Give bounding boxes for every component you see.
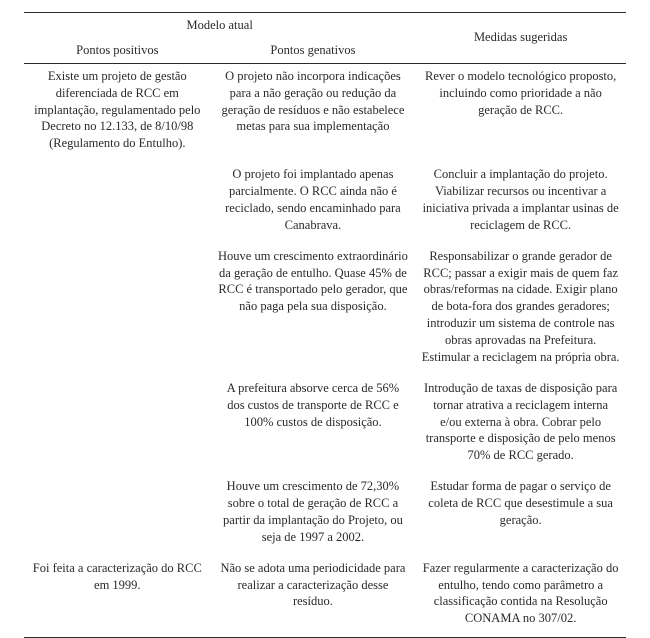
cell-positivos: Existe um projeto de gestão diferenciada… — [24, 63, 211, 162]
cell-genativos: Houve um crescimento extraordinário da g… — [211, 244, 416, 376]
table-row: O projeto foi implantado apenas parcialm… — [24, 162, 626, 244]
cell-medidas: Rever o modelo tecnológico proposto, inc… — [415, 63, 626, 162]
cell-medidas: Concluir a implantação do projeto. Viabi… — [415, 162, 626, 244]
table-row: Houve um crescimento de 72,30% sobre o t… — [24, 474, 626, 556]
cell-medidas: Estudar forma de pagar o serviço de cole… — [415, 474, 626, 556]
cell-positivos: Foi feita a caracterização do RCC em 199… — [24, 556, 211, 638]
rcc-table: Modelo atual Medidas sugeridas Pontos po… — [24, 12, 626, 638]
cell-positivos — [24, 474, 211, 556]
cell-genativos: A prefeitura absorve cerca de 56% dos cu… — [211, 376, 416, 474]
cell-medidas: Introdução de taxas de disposição para t… — [415, 376, 626, 474]
table-row: Houve um crescimento extraordinário da g… — [24, 244, 626, 376]
table-row: Foi feita a caracterização do RCC em 199… — [24, 556, 626, 638]
cell-genativos: Houve um crescimento de 72,30% sobre o t… — [211, 474, 416, 556]
cell-genativos: Não se adota uma periodicidade para real… — [211, 556, 416, 638]
cell-positivos — [24, 376, 211, 474]
cell-positivos — [24, 162, 211, 244]
header-pontos-positivos: Pontos positivos — [24, 38, 211, 63]
table-row: A prefeitura absorve cerca de 56% dos cu… — [24, 376, 626, 474]
header-pontos-genativos: Pontos genativos — [211, 38, 416, 63]
cell-genativos: O projeto foi implantado apenas parcialm… — [211, 162, 416, 244]
cell-medidas: Fazer regularmente a caracterização do e… — [415, 556, 626, 638]
cell-genativos: O projeto não incorpora indicações para … — [211, 63, 416, 162]
header-modelo-atual: Modelo atual — [24, 13, 415, 38]
cell-medidas: Responsabilizar o grande gerador de RCC;… — [415, 244, 626, 376]
header-medidas: Medidas sugeridas — [415, 13, 626, 64]
table-row: Existe um projeto de gestão diferenciada… — [24, 63, 626, 162]
cell-positivos — [24, 244, 211, 376]
